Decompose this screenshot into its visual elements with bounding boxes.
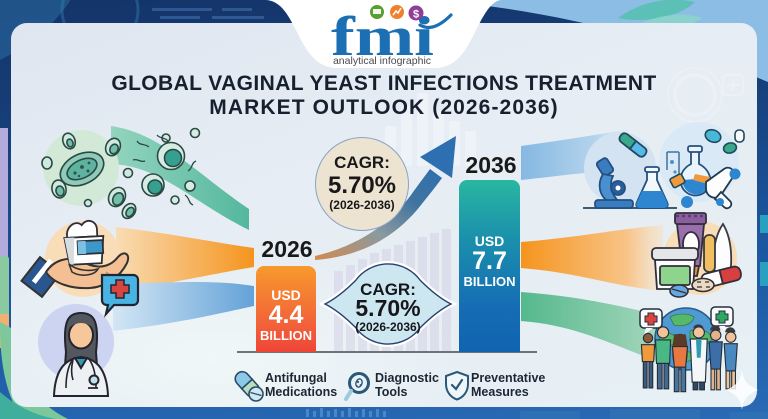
svg-text:CAGR:: CAGR: [360, 280, 416, 299]
svg-text:analytical infographic: analytical infographic [333, 55, 431, 67]
svg-text:$: $ [413, 9, 419, 21]
svg-text:5.70%: 5.70% [355, 295, 420, 321]
svg-text:(2026-2036): (2026-2036) [355, 320, 420, 334]
